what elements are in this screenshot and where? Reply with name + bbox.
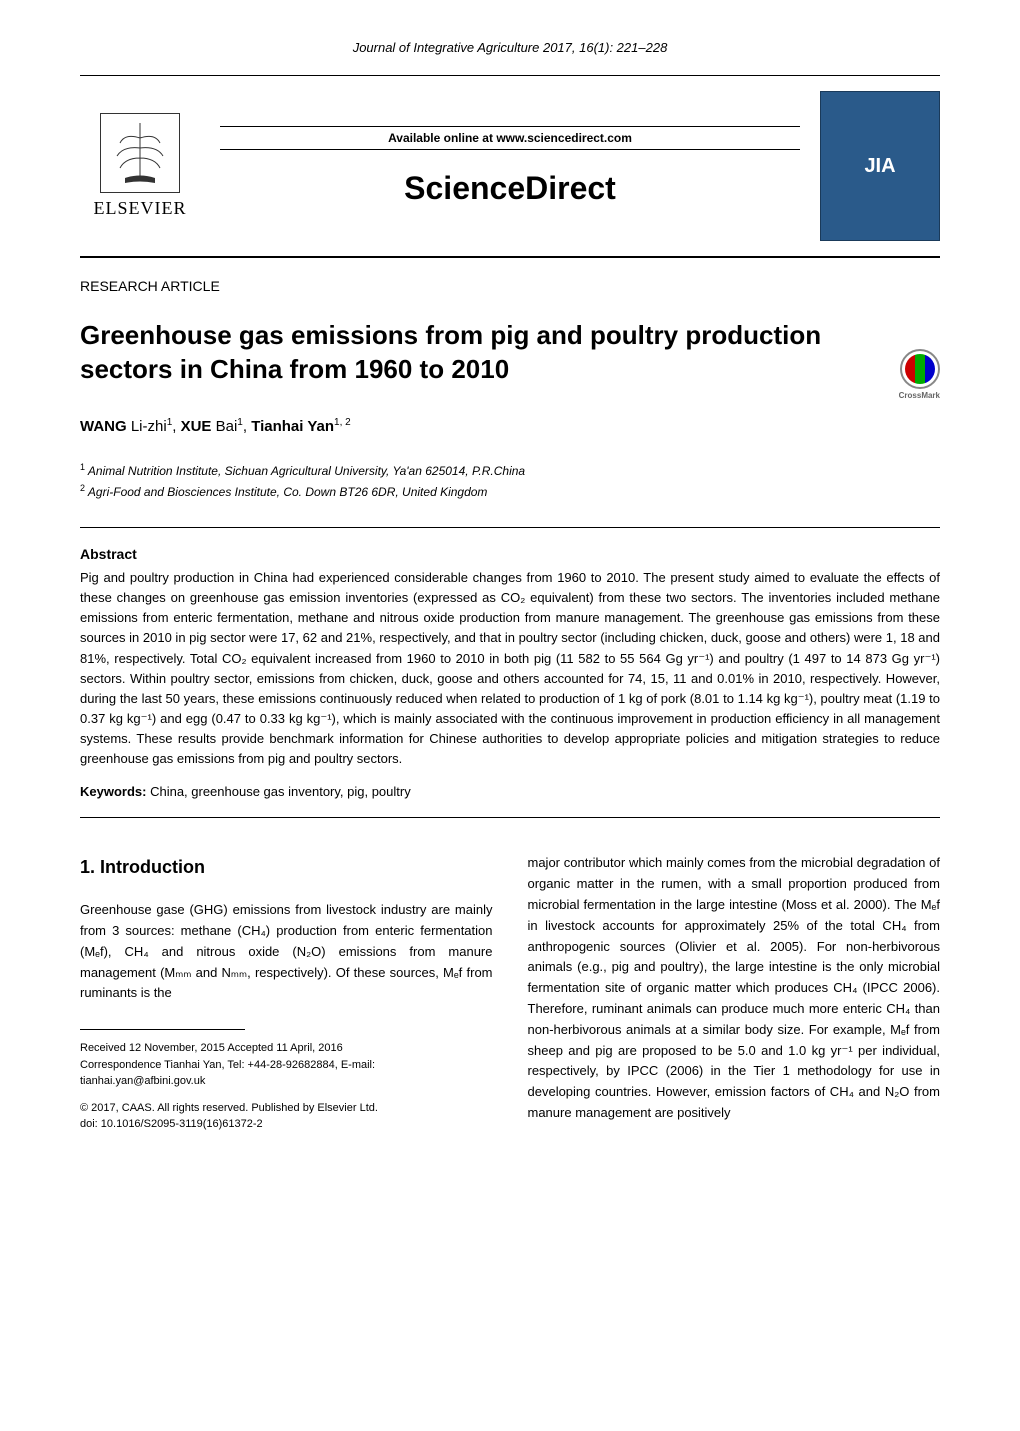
abstract-heading: Abstract: [80, 546, 940, 562]
affiliation-1: 1 Animal Nutrition Institute, Sichuan Ag…: [80, 460, 940, 481]
author-2-given: Bai: [211, 418, 237, 435]
affiliations: 1 Animal Nutrition Institute, Sichuan Ag…: [80, 460, 940, 502]
author-3-name: Tianhai Yan: [251, 418, 334, 435]
author-1-surname: WANG: [80, 418, 127, 435]
footnote-block: Received 12 November, 2015 Accepted 11 A…: [80, 1040, 493, 1133]
author-1-given: Li-zhi: [127, 418, 167, 435]
crossmark-icon[interactable]: [900, 349, 940, 389]
keywords-label: Keywords:: [80, 784, 146, 799]
doi-line: doi: 10.1016/S2095-3119(16)61372-2: [80, 1116, 493, 1133]
intro-para-right: major contributor which mainly comes fro…: [528, 853, 941, 1123]
footnote-divider: [80, 1029, 245, 1040]
affiliation-2: 2 Agri-Food and Biosciences Institute, C…: [80, 481, 940, 502]
crossmark-inner-icon: [905, 354, 935, 384]
author-2-surname: XUE: [181, 418, 212, 435]
sep1: ,: [172, 418, 180, 435]
author-3-sup: 1, 2: [334, 417, 351, 428]
center-header: Available online at www.sciencedirect.co…: [200, 126, 820, 207]
title-text: Greenhouse gas emissions from pig and po…: [80, 320, 821, 384]
correspondence-line: Correspondence Tianhai Yan, Tel: +44-28-…: [80, 1057, 493, 1090]
elsevier-tree-icon: [100, 113, 180, 193]
left-column: 1. Introduction Greenhouse gase (GHG) em…: [80, 853, 493, 1132]
article-type: RESEARCH ARTICLE: [80, 278, 940, 294]
journal-header: Journal of Integrative Agriculture 2017,…: [80, 40, 940, 55]
copyright-line: © 2017, CAAS. All rights reserved. Publi…: [80, 1100, 493, 1117]
introduction-heading: 1. Introduction: [80, 853, 493, 882]
intro-para-left: Greenhouse gase (GHG) emissions from liv…: [80, 900, 493, 1004]
available-online-text: Available online at www.sciencedirect.co…: [220, 126, 800, 150]
aff1-text: Animal Nutrition Institute, Sichuan Agri…: [85, 464, 525, 478]
jia-cover-thumbnail: JIA: [820, 91, 940, 241]
jia-text: JIA: [864, 155, 895, 178]
abstract-section: Abstract Pig and poultry production in C…: [80, 527, 940, 818]
keywords-text: China, greenhouse gas inventory, pig, po…: [146, 784, 410, 799]
crossmark-label: CrossMark: [899, 391, 940, 401]
sciencedirect-logo: ScienceDirect: [220, 170, 800, 207]
aff2-text: Agri-Food and Biosciences Institute, Co.…: [85, 485, 487, 499]
authors-line: WANG Li-zhi1, XUE Bai1, Tianhai Yan1, 2: [80, 417, 940, 435]
article-title: Greenhouse gas emissions from pig and po…: [80, 319, 940, 387]
received-line: Received 12 November, 2015 Accepted 11 A…: [80, 1040, 493, 1057]
elsevier-name: ELSEVIER: [94, 198, 187, 219]
publication-header: ELSEVIER Available online at www.science…: [80, 75, 940, 258]
right-column: major contributor which mainly comes fro…: [528, 853, 941, 1132]
sep2: ,: [243, 418, 251, 435]
abstract-text: Pig and poultry production in China had …: [80, 568, 940, 769]
body-columns: 1. Introduction Greenhouse gase (GHG) em…: [80, 853, 940, 1132]
elsevier-logo: ELSEVIER: [80, 113, 200, 219]
keywords-line: Keywords: China, greenhouse gas inventor…: [80, 784, 940, 799]
